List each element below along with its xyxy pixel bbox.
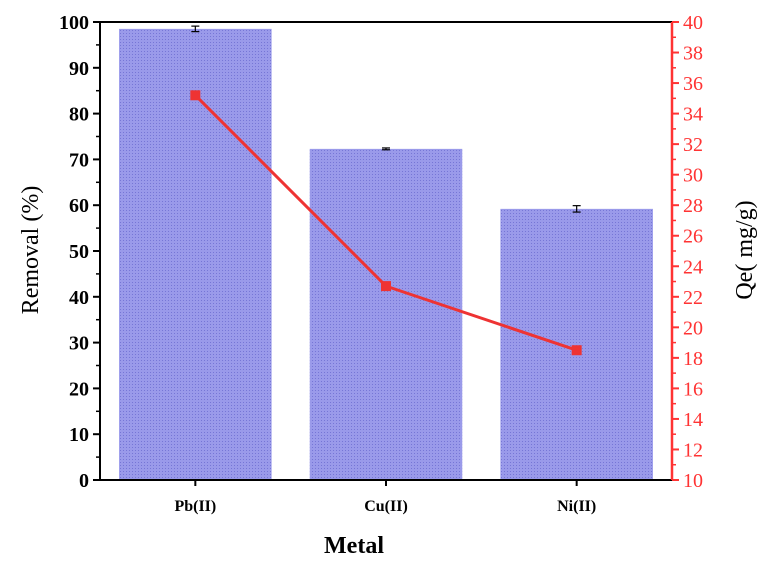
y-tick-label-4: 40 — [69, 287, 89, 309]
y-axis-label: Removal (%) — [18, 186, 44, 315]
labels-layer: Metal Removal (%) Qe( mg/g) — [18, 186, 758, 559]
bars-layer — [119, 28, 653, 481]
y2-tick-label-2: 14 — [683, 409, 703, 431]
y-tick-label-9: 90 — [69, 58, 89, 80]
y-tick-label-10: 100 — [59, 12, 89, 34]
bar-1 — [309, 148, 463, 480]
y2-tick-label-11: 32 — [683, 134, 703, 156]
bar-0 — [119, 28, 272, 481]
y2-axis-label: Qe( mg/g) — [732, 200, 758, 299]
y2-tick-label-14: 38 — [683, 43, 703, 65]
y2-tick-label-15: 40 — [683, 12, 703, 34]
y2-tick-label-9: 28 — [683, 195, 703, 217]
y-tick-label-2: 20 — [69, 378, 89, 400]
y2-tick-label-12: 34 — [683, 104, 703, 126]
y-tick-label-8: 80 — [69, 104, 89, 126]
x-tick-label-2: Ni(II) — [557, 498, 596, 515]
qe-point-2 — [571, 345, 582, 356]
error-bars-layer — [191, 25, 581, 213]
y-tick-label-5: 50 — [69, 241, 89, 263]
bar-2 — [500, 208, 653, 480]
x-axis-label: Metal — [324, 533, 384, 559]
y2-tick-label-5: 20 — [683, 317, 703, 339]
y2-tick-label-6: 22 — [683, 287, 703, 309]
y2-tick-label-4: 18 — [683, 348, 703, 370]
y2-tick-label-7: 24 — [683, 256, 703, 278]
axes-layer: 0 10 20 30 40 50 60 70 80 90 100 10 12 14 16 18 20 22 24 26… — [59, 12, 703, 515]
qe-point-1 — [381, 281, 391, 292]
x-tick-label-1: Cu(II) — [364, 498, 408, 515]
y-tick-label-0: 0 — [79, 470, 89, 492]
y-tick-label-7: 70 — [69, 149, 89, 171]
y-tick-label-6: 60 — [69, 195, 89, 217]
y-tick-label-1: 10 — [69, 424, 89, 446]
y2-tick-label-0: 10 — [683, 470, 703, 492]
y2-tick-label-13: 36 — [683, 73, 703, 95]
qe-line-layer — [190, 90, 582, 356]
y2-tick-label-1: 12 — [683, 439, 703, 461]
x-tick-label-0: Pb(II) — [174, 498, 216, 515]
y2-tick-label-10: 30 — [683, 165, 703, 187]
y2-tick-label-3: 16 — [683, 378, 703, 400]
qe-point-0 — [190, 90, 201, 101]
y-tick-label-3: 30 — [69, 333, 89, 355]
y2-tick-label-8: 26 — [683, 226, 703, 248]
